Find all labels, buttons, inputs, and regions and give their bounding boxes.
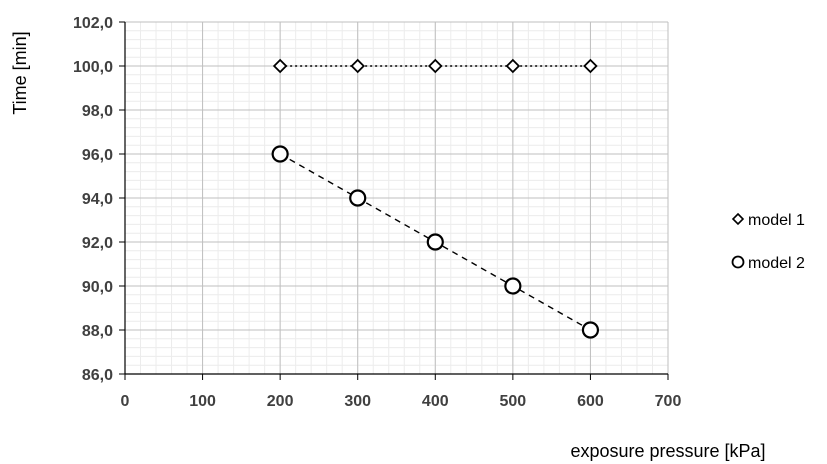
data-point-circle [581, 321, 600, 339]
data-point-circle [504, 277, 522, 295]
legend-label: model 2 [748, 255, 805, 272]
y-tick-label: 88,0 [82, 323, 113, 340]
series-2 [271, 145, 600, 339]
data-point-diamond [583, 58, 598, 74]
x-tick-label: 400 [422, 393, 449, 410]
y-tick-label: 94,0 [82, 191, 113, 208]
series-1 [272, 58, 598, 74]
x-tick-label: 500 [500, 393, 527, 410]
data-point-diamond [428, 58, 443, 74]
y-tick-label: 90,0 [82, 279, 113, 296]
major-grid [124, 21, 669, 375]
series-layer [271, 58, 600, 339]
y-axis-title: Time [min] [10, 31, 30, 114]
legend-label: model 1 [748, 212, 805, 229]
axes [119, 21, 669, 380]
legend-item: model 1 [731, 212, 805, 229]
y-tick-label: 96,0 [82, 147, 113, 164]
x-tick-label: 700 [655, 393, 682, 410]
data-point-diamond [505, 58, 521, 74]
y-tick-label: 86,0 [82, 367, 113, 384]
legend: model 1 model 2 [731, 212, 805, 272]
data-point-circle [349, 189, 367, 207]
data-point-circle [426, 233, 444, 251]
x-axis-title: exposure pressure [kPa] [570, 441, 765, 461]
y-tick-label: 92,0 [82, 235, 113, 252]
y-tick-label: 98,0 [82, 103, 113, 120]
y-tick-label: 100,0 [73, 59, 113, 76]
legend-diamond-icon [731, 212, 745, 226]
data-point-circle [271, 145, 289, 163]
legend-circle-icon [731, 255, 745, 269]
data-point-diamond [272, 58, 288, 74]
tick-labels: 0 100 200 300 400 500 600 700 86,0 88,0 90,0 92,0 94… [73, 15, 681, 410]
x-tick-label: 600 [577, 393, 604, 410]
legend-item: model 2 [731, 255, 805, 272]
y-tick-label: 102,0 [73, 15, 113, 32]
x-tick-label: 200 [267, 393, 294, 410]
x-tick-label: 100 [189, 393, 216, 410]
data-point-diamond [350, 58, 365, 74]
x-tick-label: 0 [121, 393, 130, 410]
x-tick-label: 300 [344, 393, 371, 410]
